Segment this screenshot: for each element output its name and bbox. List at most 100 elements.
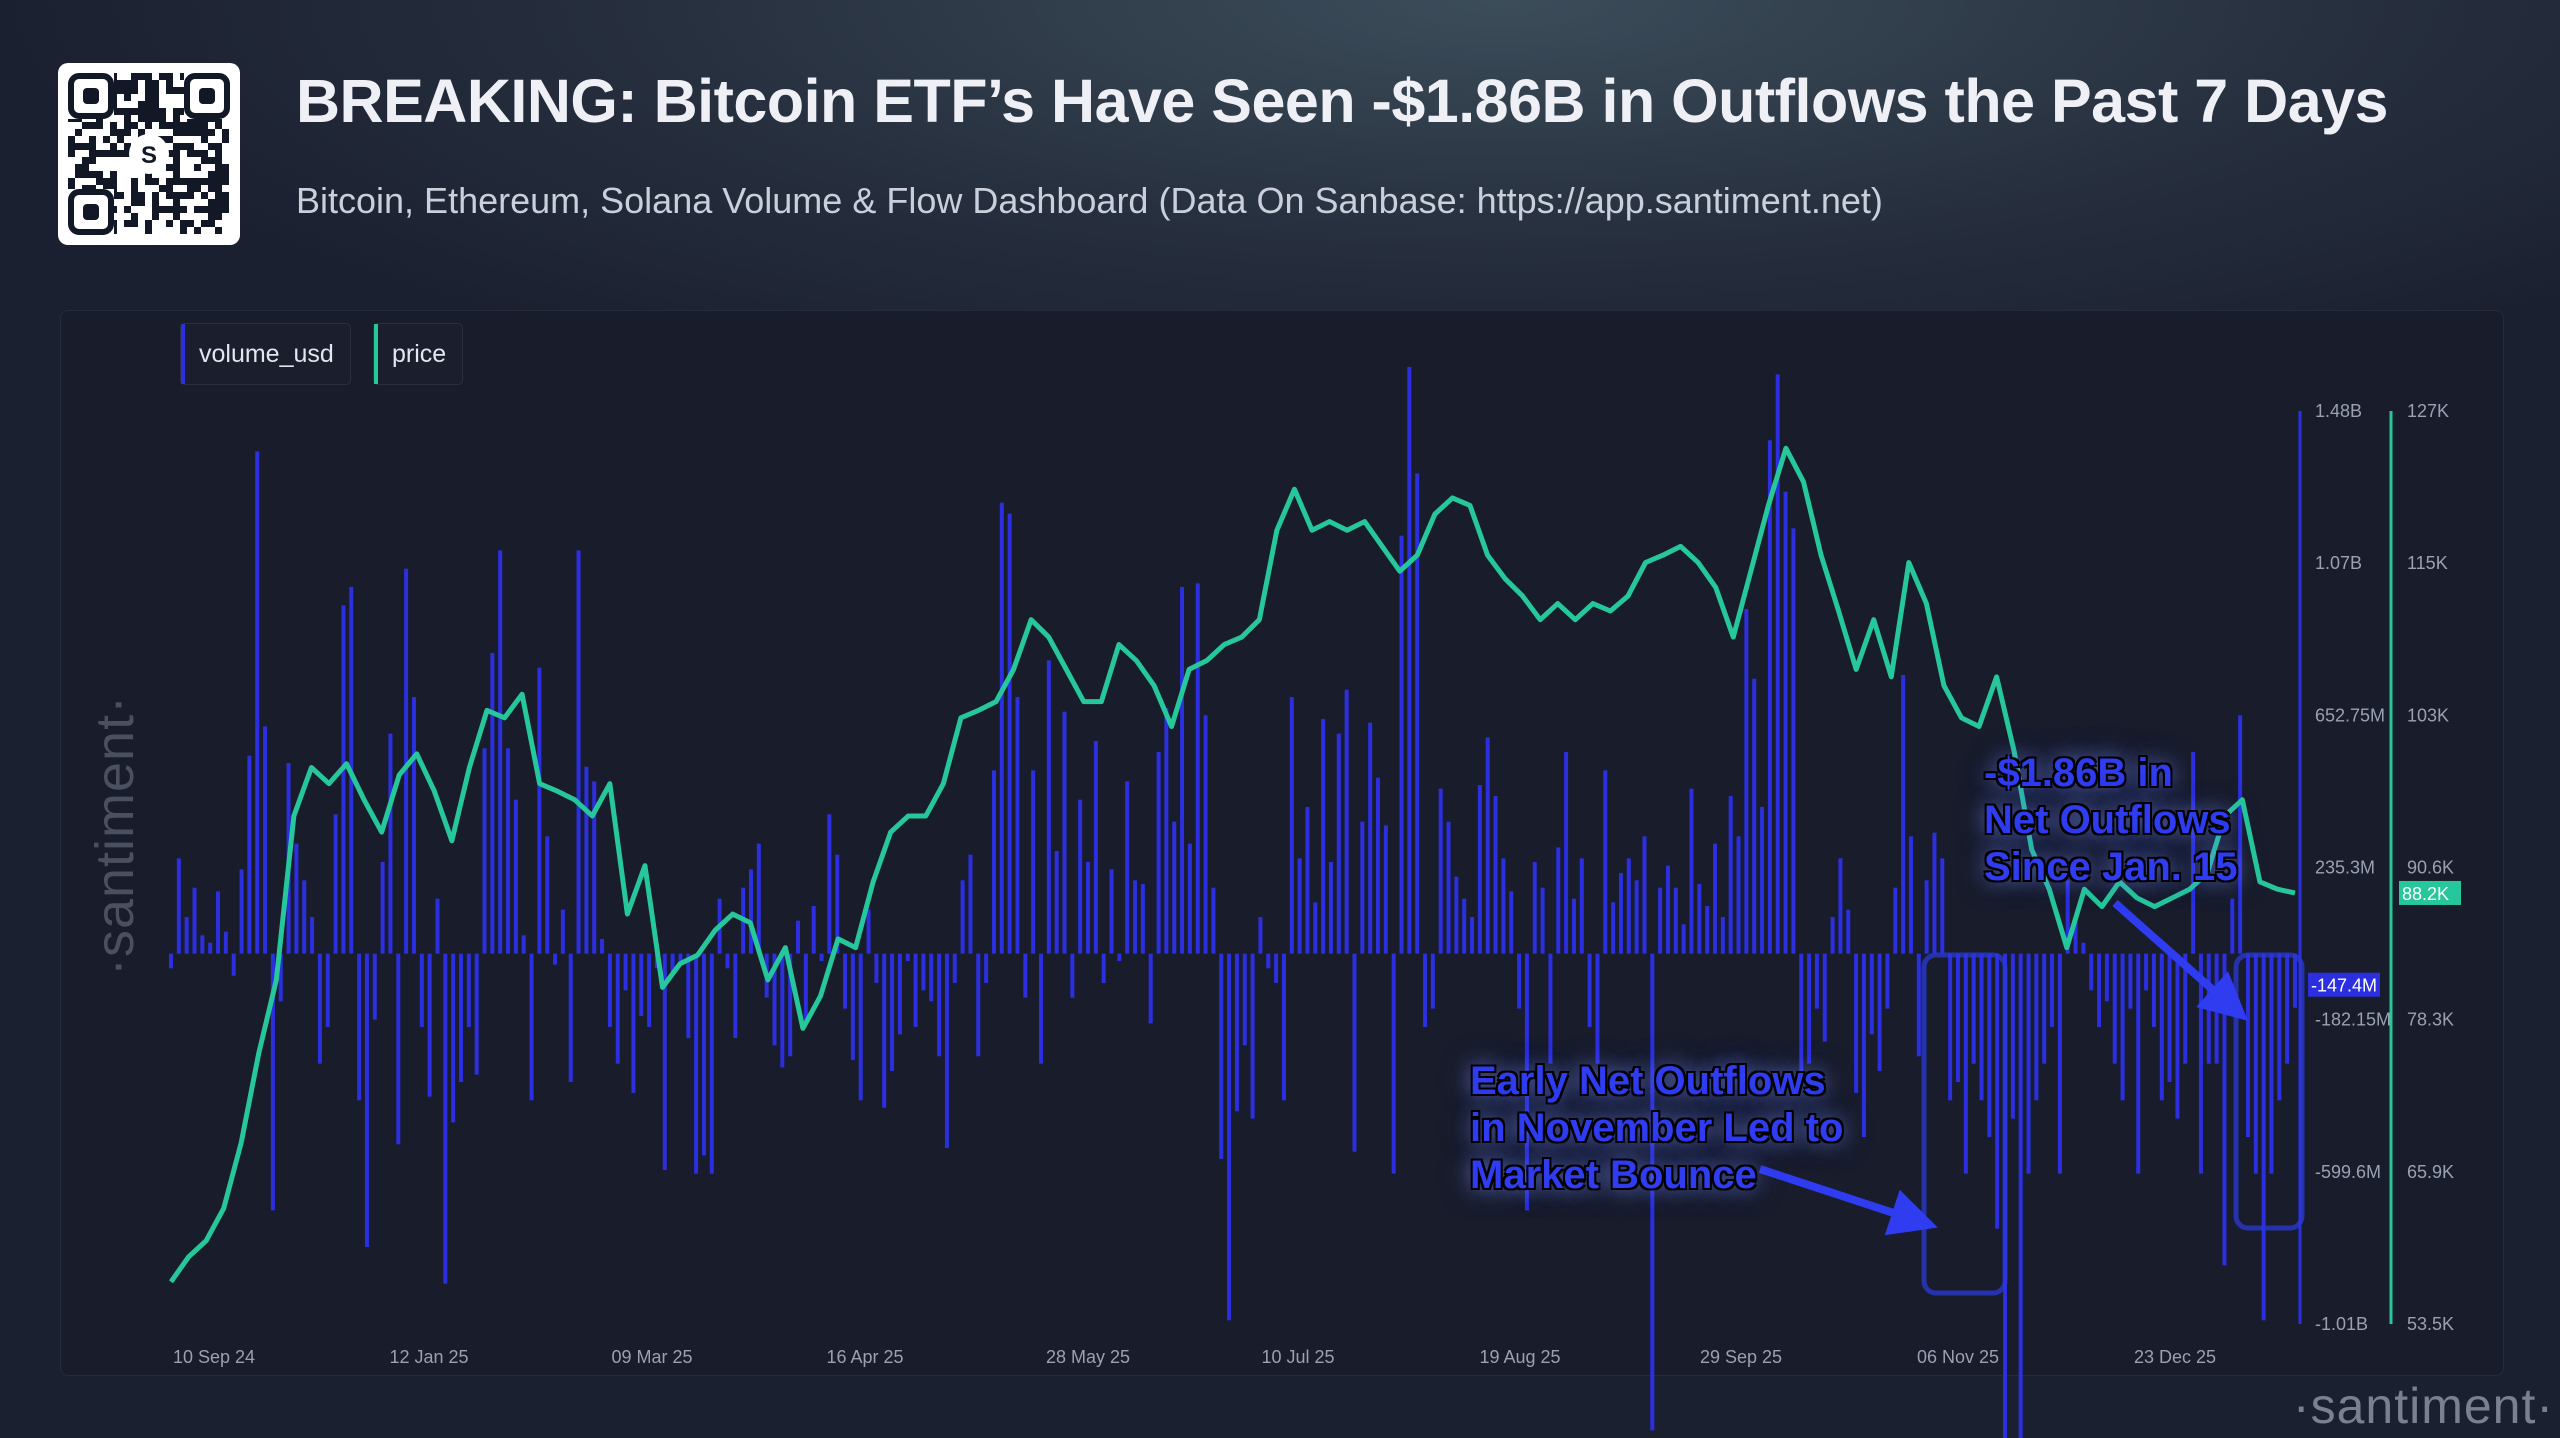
annotation-line: Market Bounce <box>1470 1153 1757 1197</box>
volume-bar <box>772 953 777 1046</box>
qr-module <box>208 178 215 185</box>
volume-bar <box>1752 678 1757 954</box>
volume-bar <box>1470 917 1475 954</box>
qr-module <box>173 199 180 206</box>
qr-module <box>124 143 131 150</box>
volume-bar <box>929 953 934 1002</box>
volume-bar <box>1054 851 1059 954</box>
qr-module <box>166 206 173 213</box>
volume-bar <box>2230 898 2235 954</box>
qr-module <box>187 185 194 192</box>
qr-module <box>110 122 117 129</box>
volume-bar <box>913 953 918 1027</box>
volume-bar <box>1203 715 1208 954</box>
qr-module <box>131 178 138 185</box>
volume-bar <box>2214 953 2219 1064</box>
qr-module <box>173 115 180 122</box>
qr-finder <box>199 88 215 104</box>
qr-module <box>166 73 173 80</box>
volume-bar <box>858 953 863 1101</box>
qr-module <box>194 185 201 192</box>
qr-module <box>173 122 180 129</box>
volume-bar <box>1501 858 1506 954</box>
qr-module <box>173 108 180 115</box>
volume-bar <box>1971 953 1976 1064</box>
qr-module <box>117 87 124 94</box>
qr-finder <box>83 88 99 104</box>
qr-module <box>208 129 215 136</box>
qr-module <box>201 206 208 213</box>
volume-bar <box>1352 953 1357 1152</box>
volume-bar <box>827 814 832 954</box>
qr-module <box>96 150 103 157</box>
volume-bar <box>584 766 589 954</box>
volume-bar <box>1799 953 1804 1082</box>
volume-bar <box>1086 862 1091 954</box>
volume-bar <box>2253 953 2258 1174</box>
volume-bar <box>662 953 667 1170</box>
volume-bar <box>1415 473 1420 954</box>
qr-code: S <box>58 63 240 245</box>
volume-bar <box>2018 953 2023 1438</box>
x-tick-label: 09 Mar 25 <box>611 1347 692 1367</box>
volume-bar <box>709 953 714 1174</box>
y-right-tick-label: 115K <box>2407 553 2448 573</box>
qr-module <box>180 192 187 199</box>
qr-module <box>124 80 131 87</box>
volume-bar <box>1571 898 1576 954</box>
volume-bar <box>239 869 244 954</box>
volume-bar <box>310 917 315 954</box>
volume-bar <box>905 953 910 961</box>
qr-module <box>68 178 75 185</box>
qr-module <box>201 122 208 129</box>
volume-bar <box>1038 953 1043 1064</box>
qr-module <box>131 73 138 80</box>
qr-module <box>180 87 187 94</box>
qr-module <box>138 199 145 206</box>
volume-bar <box>302 880 307 954</box>
volume-bar <box>2057 953 2062 1174</box>
volume-bar <box>748 869 753 954</box>
qr-module <box>222 171 229 178</box>
volume-bar <box>952 953 957 983</box>
annotation-line: -$1.86B in <box>1984 751 2173 795</box>
volume-bar <box>388 733 393 954</box>
qr-module <box>194 227 201 234</box>
volume-bar <box>1446 821 1451 954</box>
legend-price[interactable]: price <box>373 323 464 385</box>
volume-bar <box>2097 953 2102 1027</box>
qr-module <box>117 129 124 136</box>
volume-bar <box>490 653 495 954</box>
volume-bar <box>255 451 260 954</box>
qr-module <box>145 94 152 101</box>
volume-bar <box>2089 953 2094 991</box>
volume-bar <box>780 953 785 1068</box>
qr-module <box>89 136 96 143</box>
highlight-box-january <box>2233 952 2305 1231</box>
volume-bar <box>1195 583 1200 954</box>
volume-bar <box>2159 953 2164 1101</box>
qr-module <box>159 108 166 115</box>
volume-bar <box>1321 719 1326 954</box>
volume-bar <box>1783 491 1788 954</box>
volume-bar <box>999 502 1004 954</box>
volume-bar <box>2277 953 2282 1101</box>
volume-bar <box>169 953 173 969</box>
qr-module <box>222 206 229 213</box>
qr-module <box>117 80 124 87</box>
volume-bar <box>1955 953 1960 1082</box>
volume-bar <box>1540 887 1545 954</box>
volume-bar <box>1281 953 1286 1101</box>
price-last-badge <box>2399 880 2461 905</box>
volume-bar <box>796 920 801 954</box>
volume-bar <box>1854 953 1859 1093</box>
volume-bar <box>631 953 636 1093</box>
legend-volume-usd[interactable]: volume_usd <box>180 323 351 385</box>
volume-bar <box>458 953 463 1082</box>
qr-module <box>194 164 201 171</box>
qr-module <box>152 108 159 115</box>
volume-bar <box>850 953 855 1060</box>
qr-module <box>110 171 117 178</box>
volume-bar <box>694 953 699 1174</box>
volume-bar <box>1814 953 1819 1009</box>
